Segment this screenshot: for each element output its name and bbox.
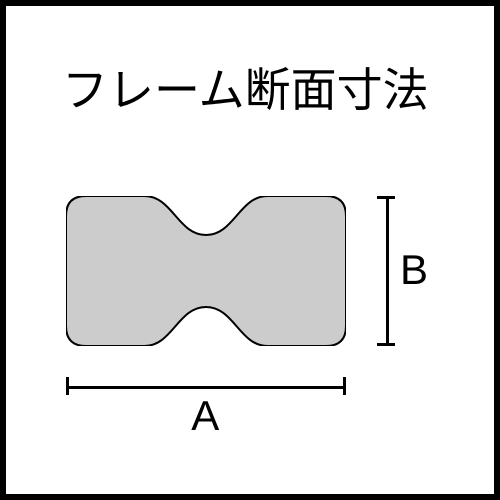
dimension-A-tick-right: [343, 377, 346, 395]
dimension-A-label: A: [191, 392, 219, 440]
diagram-title: フレーム断面寸法: [62, 54, 429, 120]
dimension-A-line: [66, 386, 346, 389]
dimension-B-tick-top: [377, 196, 395, 199]
diagram-frame: フレーム断面寸法 A B: [0, 0, 500, 500]
dimension-B-tick-bottom: [377, 343, 395, 346]
frame-cross-section-shape: [66, 196, 346, 346]
dimension-B-label: B: [400, 246, 428, 294]
dimension-B-line: [386, 196, 389, 346]
dimension-A-tick-left: [66, 377, 69, 395]
